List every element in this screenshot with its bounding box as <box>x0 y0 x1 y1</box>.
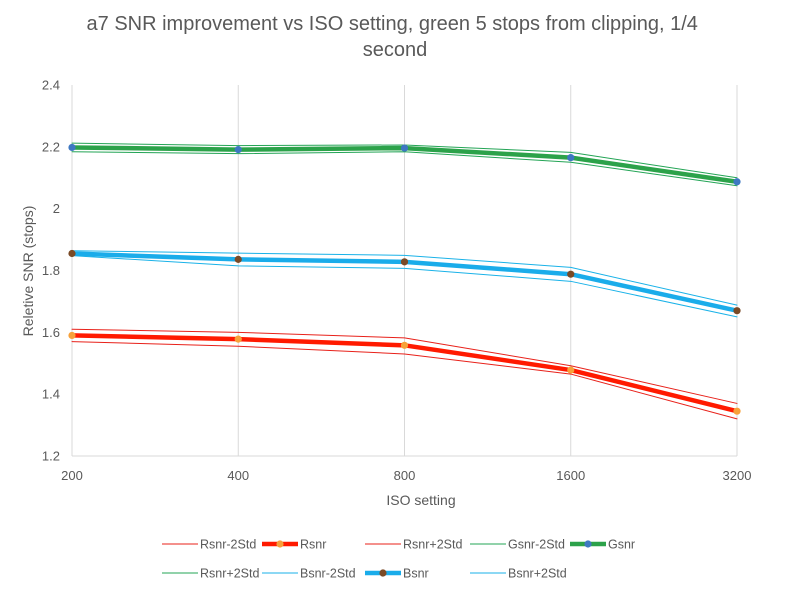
legend-entry-1: Rsnr <box>262 538 326 552</box>
y-tick-label: 1.8 <box>42 263 60 278</box>
y-tick-label: 1.6 <box>42 325 60 340</box>
legend-label: Gsnr <box>608 538 635 552</box>
legend-entry-7: Bsnr <box>365 567 429 581</box>
x-tick-label: 400 <box>227 468 249 483</box>
series-point-7-0 <box>68 249 76 258</box>
legend-label: Rsnr <box>300 538 326 552</box>
y-tick-label: 2.4 <box>42 78 60 93</box>
series-point-4-2 <box>400 144 409 152</box>
y-tick-label: 1.2 <box>42 449 60 464</box>
x-axis-title: ISO setting <box>386 492 455 508</box>
x-tick-labels: 200 400 800 1600 3200 <box>61 468 751 483</box>
legend-swatch-marker <box>276 540 284 548</box>
legend-label: Bsnr-2Std <box>300 567 356 581</box>
main-series <box>68 143 741 415</box>
chart-title-line-1: a7 SNR improvement vs ISO setting, green… <box>87 13 698 35</box>
series-point-4-4 <box>733 178 741 186</box>
y-tick-label: 2.2 <box>42 139 60 154</box>
legend: Rsnr-2Std Rsnr Rsnr+2Std Gsnr-2Std Gsnr Rsnr+… <box>162 538 635 581</box>
legend-swatch-marker <box>584 540 592 548</box>
series-point-7-2 <box>400 258 409 266</box>
series-point-4-3 <box>567 154 575 162</box>
series-line-6 <box>71 255 738 318</box>
series-line-2 <box>71 328 738 404</box>
y-tick-label: 1.4 <box>42 387 60 402</box>
legend-swatch-marker <box>379 569 387 577</box>
legend-entry-4: Gsnr <box>570 538 635 552</box>
legend-entry-6: Bsnr-2Std <box>262 567 356 581</box>
x-tick-label: 1600 <box>556 468 585 483</box>
series-line-3 <box>71 151 738 187</box>
x-tick-label: 800 <box>394 468 416 483</box>
legend-label: Bsnr+2Std <box>508 567 567 581</box>
legend-label: Rsnr+2Std <box>200 567 259 581</box>
legend-entry-8: Bsnr+2Std <box>470 567 567 581</box>
series-point-1-3 <box>567 366 575 374</box>
legend-label: Rsnr+2Std <box>403 538 462 552</box>
legend-entry-0: Rsnr-2Std <box>162 538 256 552</box>
series-line-8 <box>71 250 738 306</box>
y-axis-title: Reletive SNR (stops) <box>20 206 36 337</box>
chart-title-line-2: second <box>363 39 428 61</box>
series-point-1-2 <box>400 341 409 349</box>
legend-label: Gsnr-2Std <box>508 538 565 552</box>
legend-entry-5: Rsnr+2Std <box>162 567 259 581</box>
x-tick-label: 200 <box>61 468 83 483</box>
gridlines <box>71 85 738 457</box>
chart-title: a7 SNR improvement vs ISO setting, green… <box>87 13 704 61</box>
legend-entry-2: Rsnr+2Std <box>365 538 462 552</box>
series-point-1-4 <box>733 407 741 415</box>
x-tick-label: 3200 <box>723 468 752 483</box>
legend-label: Rsnr-2Std <box>200 538 256 552</box>
series-point-7-1 <box>234 255 242 263</box>
legend-label: Bsnr <box>403 567 429 581</box>
series-point-7-4 <box>733 307 741 315</box>
series-point-7-3 <box>567 270 575 278</box>
series-point-4-0 <box>68 143 76 152</box>
series-point-4-1 <box>234 146 242 154</box>
series-line-0 <box>71 341 738 420</box>
y-tick-labels: 1.2 1.4 1.6 1.8 2 2.2 2.4 <box>42 78 60 464</box>
band-series <box>71 142 738 420</box>
y-tick-label: 2 <box>53 201 60 216</box>
legend-entry-3: Gsnr-2Std <box>470 538 565 552</box>
series-point-1-0 <box>68 331 76 340</box>
series-point-1-1 <box>234 335 242 343</box>
